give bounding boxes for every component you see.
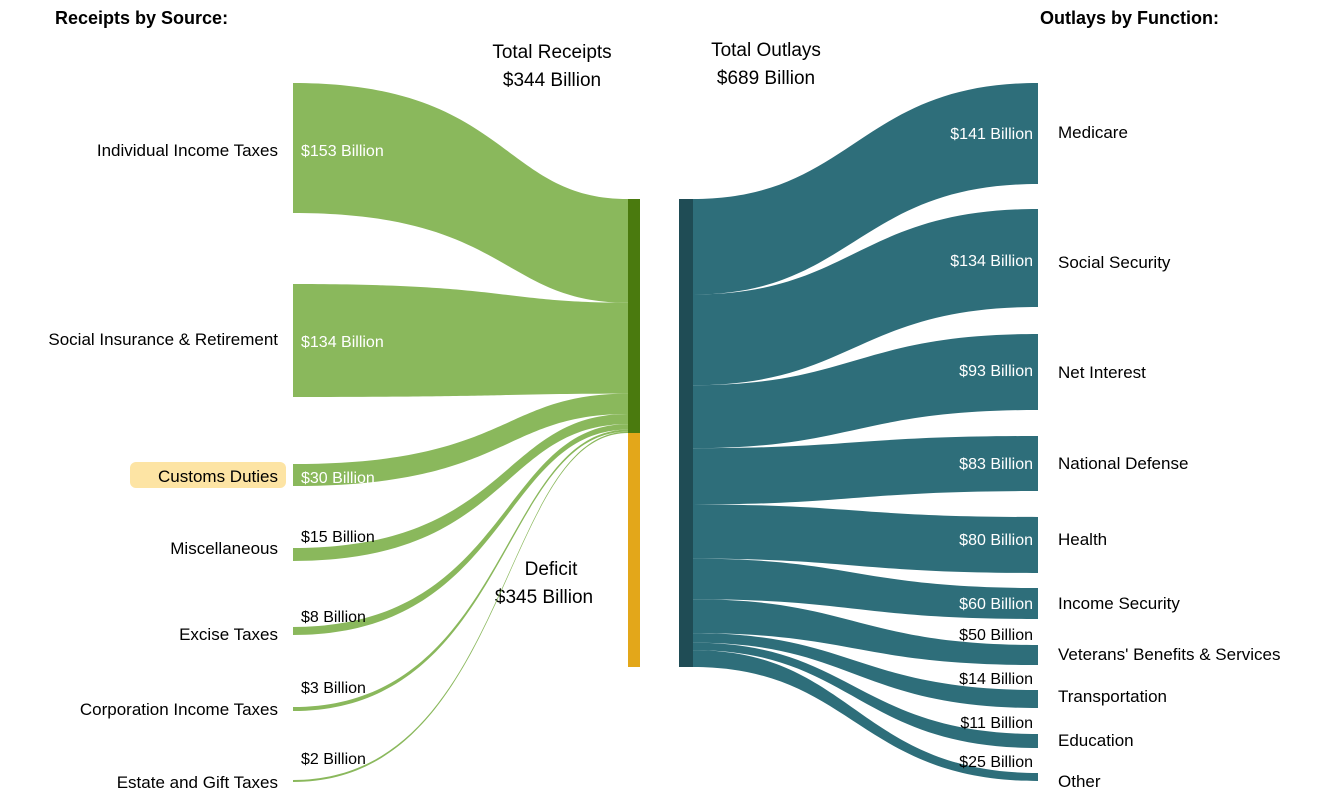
- outlay-value-education: $11 Billion: [960, 715, 1033, 732]
- outlay-value-veterans-benefits-services: $50 Billion: [959, 627, 1033, 644]
- outlay-value-social-security: $134 Billion: [950, 253, 1033, 270]
- receipt-labels: $153 Billion Individual Income Taxes $134 …: [48, 141, 383, 792]
- outlay-flow-health: [693, 504, 1038, 573]
- outlay-flow-transportation: [693, 633, 1038, 708]
- outlay-flow-net-interest: [693, 334, 1038, 449]
- total-receipts-bar: [628, 199, 640, 433]
- receipt-label-estate-and-gift-taxes: Estate and Gift Taxes: [117, 773, 278, 792]
- receipt-value-excise-taxes: $8 Billion: [301, 609, 366, 626]
- receipt-flow-miscellaneous: [293, 414, 628, 561]
- receipt-label-customs-duties: Customs Duties: [158, 467, 278, 486]
- outlay-label-other: Other: [1058, 772, 1101, 791]
- outlay-labels: $141 Billion Medicare $134 Billion Social S…: [950, 123, 1280, 791]
- outlay-flow-medicare: [693, 83, 1038, 295]
- outlay-value-medicare: $141 Billion: [950, 126, 1033, 143]
- outlay-label-veterans-benefits-services: Veterans' Benefits & Services: [1058, 645, 1280, 664]
- total-outlays-bar: [679, 199, 693, 667]
- outlay-value-income-security: $60 Billion: [959, 596, 1033, 613]
- outlay-label-transportation: Transportation: [1058, 687, 1167, 706]
- outlay-label-medicare: Medicare: [1058, 123, 1128, 142]
- receipt-label-social-insurance-retirement: Social Insurance & Retirement: [48, 330, 278, 349]
- total-receipts-value: $344 Billion: [503, 70, 601, 91]
- customs-duties-highlight: [130, 462, 286, 488]
- total-outlays-value: $689 Billion: [717, 68, 815, 89]
- outlay-label-education: Education: [1058, 731, 1134, 750]
- outlay-value-other: $25 Billion: [959, 754, 1033, 771]
- receipt-value-social-insurance-retirement: $134 Billion: [301, 334, 384, 351]
- receipt-flow-social-insurance-retirement: [293, 284, 628, 397]
- receipt-label-individual-income-taxes: Individual Income Taxes: [97, 141, 278, 160]
- receipt-value-corporation-income-taxes: $3 Billion: [301, 680, 366, 697]
- receipts-header: Receipts by Source:: [55, 8, 228, 28]
- outlay-label-health: Health: [1058, 530, 1107, 549]
- receipt-value-miscellaneous: $15 Billion: [301, 529, 375, 546]
- outlay-value-health: $80 Billion: [959, 532, 1033, 549]
- receipt-flows: [293, 83, 628, 782]
- receipt-label-corporation-income-taxes: Corporation Income Taxes: [80, 700, 278, 719]
- outlay-flow-national-defense: [693, 436, 1038, 505]
- total-bars: [628, 199, 693, 667]
- outlay-flows: [693, 83, 1038, 781]
- outlay-flow-social-security: [693, 209, 1038, 386]
- receipt-value-individual-income-taxes: $153 Billion: [301, 143, 384, 160]
- outlay-value-transportation: $14 Billion: [959, 671, 1033, 688]
- receipt-flow-customs-duties: [293, 393, 628, 486]
- receipt-value-estate-and-gift-taxes: $2 Billion: [301, 751, 366, 768]
- outlay-label-income-security: Income Security: [1058, 594, 1180, 613]
- outlay-flow-income-security: [693, 558, 1038, 619]
- outlays-header: Outlays by Function:: [1040, 8, 1219, 28]
- deficit-value: $345 Billion: [495, 587, 593, 608]
- outlay-label-social-security: Social Security: [1058, 253, 1171, 272]
- outlay-flow-other: [693, 650, 1038, 781]
- receipt-label-miscellaneous: Miscellaneous: [170, 539, 278, 558]
- receipt-label-excise-taxes: Excise Taxes: [179, 625, 278, 644]
- receipt-value-customs-duties: $30 Billion: [301, 470, 375, 487]
- outlay-label-national-defense: National Defense: [1058, 454, 1188, 473]
- total-outlays-label: Total Outlays: [711, 40, 821, 61]
- receipt-flow-individual-income-taxes: [293, 83, 628, 303]
- outlay-value-net-interest: $93 Billion: [959, 363, 1033, 380]
- outlay-flow-veterans-benefits-services: [693, 599, 1038, 665]
- outlay-value-national-defense: $83 Billion: [959, 456, 1033, 473]
- outlay-flow-education: [693, 642, 1038, 748]
- deficit-bar: [628, 433, 640, 667]
- total-receipts-label: Total Receipts: [492, 42, 611, 63]
- outlay-label-net-interest: Net Interest: [1058, 363, 1146, 382]
- deficit-label: Deficit: [525, 559, 579, 580]
